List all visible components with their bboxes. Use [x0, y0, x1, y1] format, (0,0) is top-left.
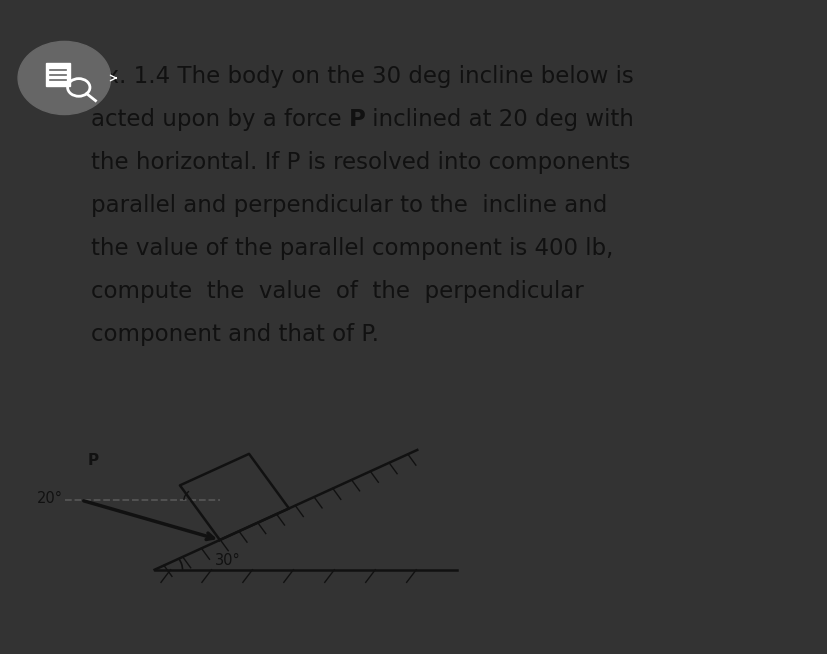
Text: the value of the parallel component is 400 lb,: the value of the parallel component is 4… — [91, 237, 612, 260]
Text: component and that of P.: component and that of P. — [91, 322, 378, 345]
Text: P: P — [88, 453, 98, 468]
Text: 20°: 20° — [37, 491, 63, 506]
Text: inclined at 20 deg with: inclined at 20 deg with — [365, 108, 633, 131]
Text: the horizontal. If P is resolved into components: the horizontal. If P is resolved into co… — [91, 151, 629, 174]
Text: acted upon by a force: acted upon by a force — [91, 108, 348, 131]
Text: compute  the  value  of  the  perpendicular: compute the value of the perpendicular — [91, 280, 583, 303]
Text: Ex. 1.4 The body on the 30 deg incline below is: Ex. 1.4 The body on the 30 deg incline b… — [91, 65, 633, 88]
Bar — [46, 63, 70, 86]
Text: 30°: 30° — [214, 553, 240, 568]
Text: P: P — [348, 108, 365, 131]
Text: parallel and perpendicular to the  incline and: parallel and perpendicular to the inclin… — [91, 194, 606, 217]
Circle shape — [18, 41, 111, 114]
